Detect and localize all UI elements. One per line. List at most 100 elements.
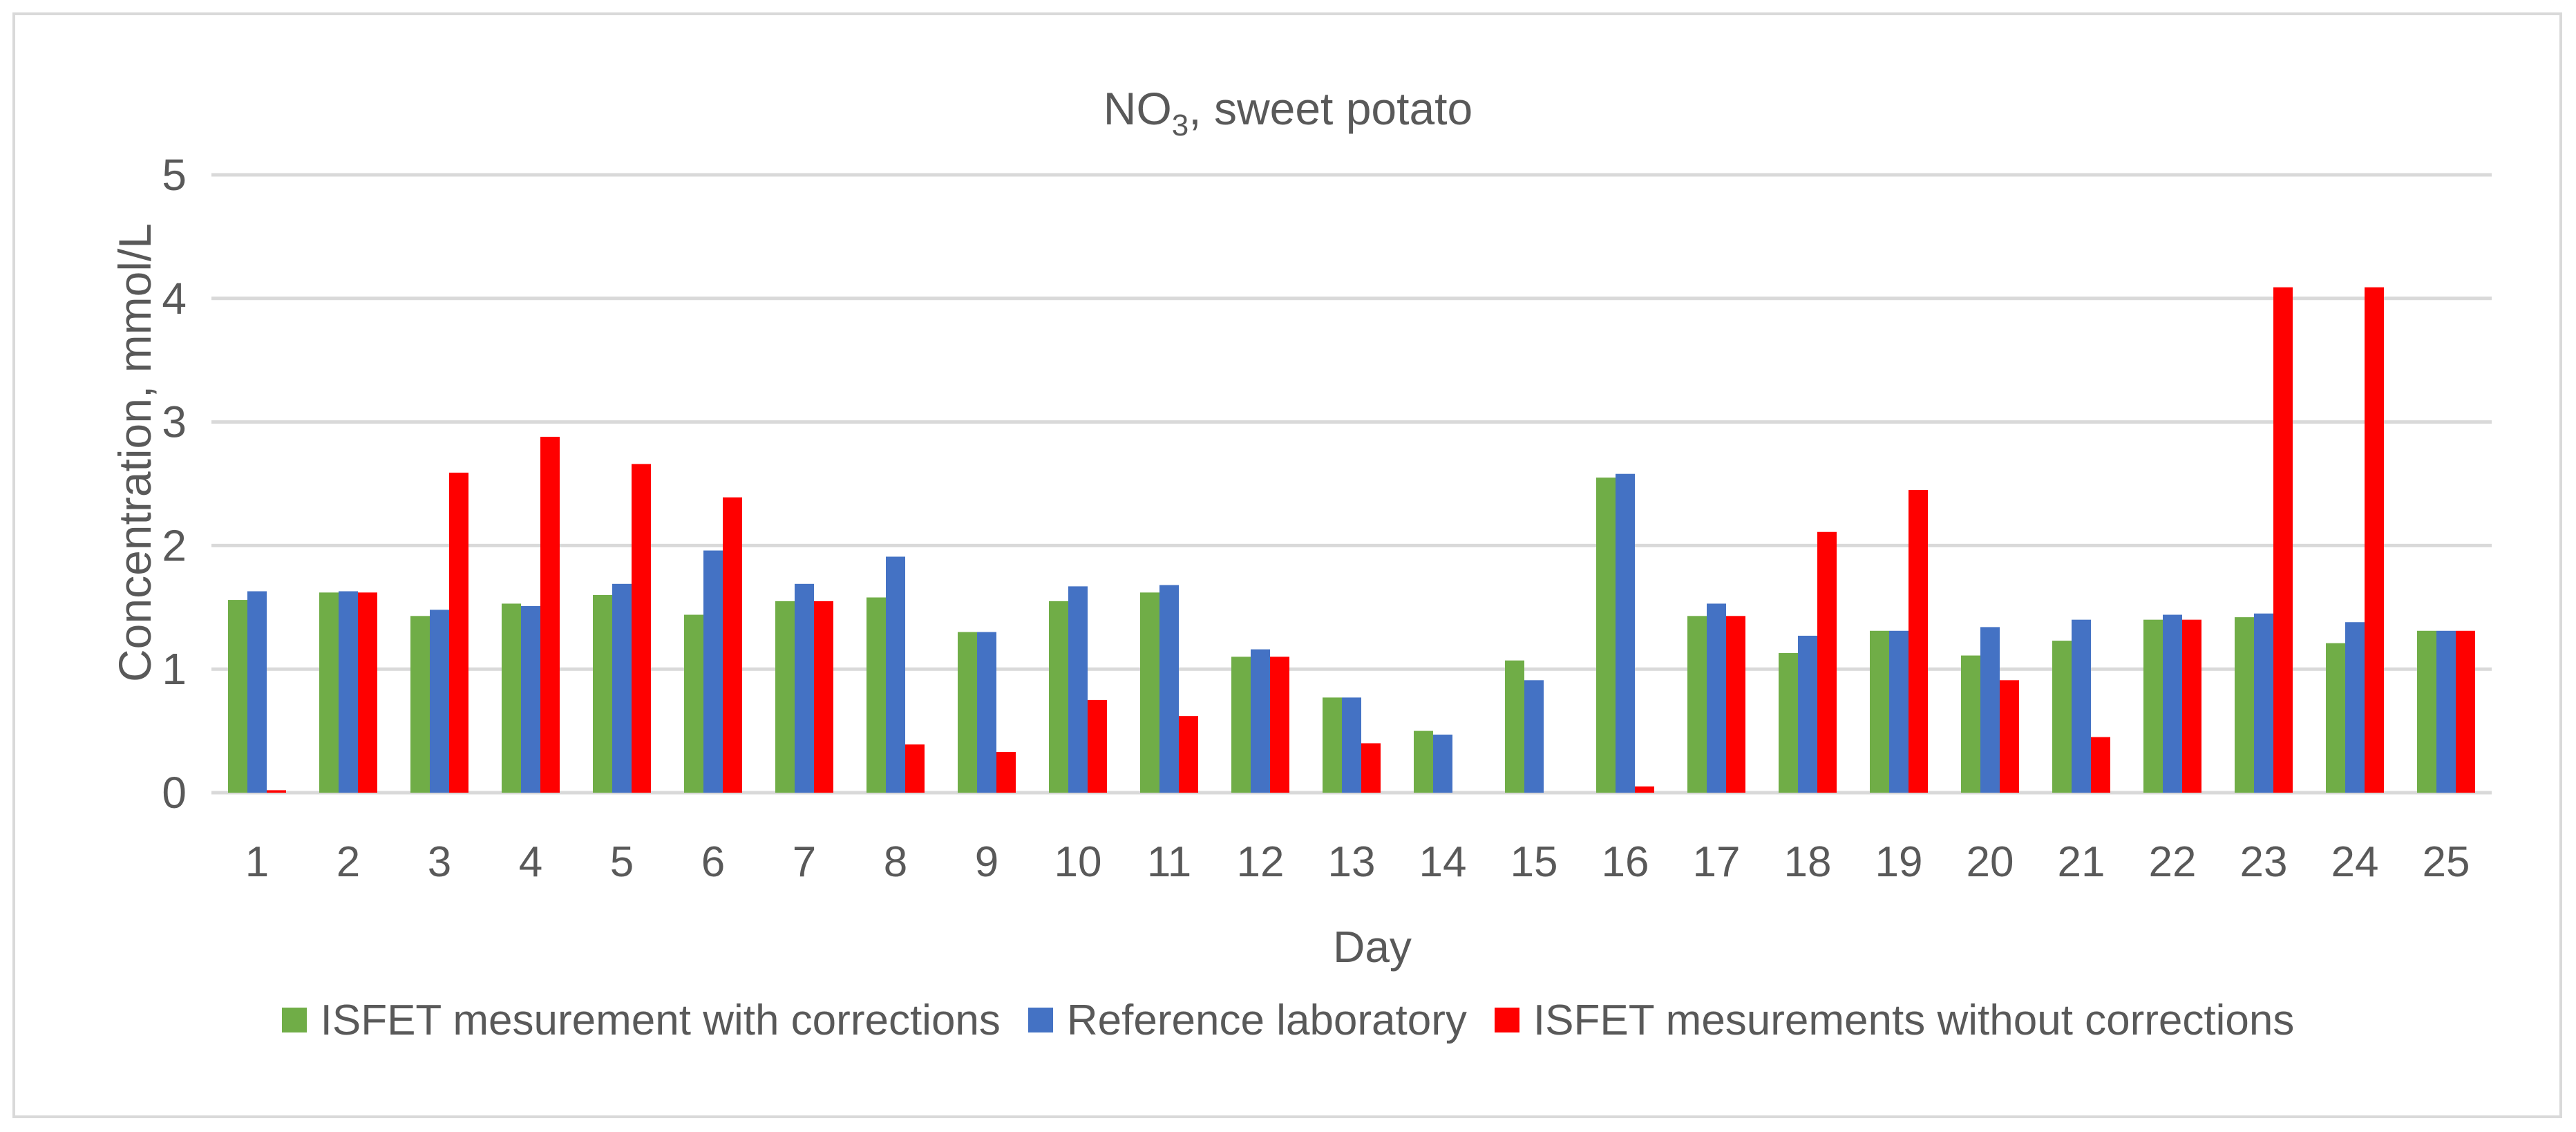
x-tick-label: 25: [2423, 838, 2470, 886]
y-tick-label: 3: [162, 397, 187, 447]
bar-day-5-series-2: [612, 583, 632, 793]
bar-day-21-series-3: [2091, 737, 2110, 793]
bar-day-10-series-2: [1068, 586, 1088, 793]
y-tick-labels: 0 1 2 3 4 5: [162, 150, 187, 818]
x-tick-label: 2: [337, 838, 360, 886]
x-tick-label: 5: [610, 838, 634, 886]
x-tick-label: 18: [1784, 838, 1832, 886]
x-tick-label: 4: [519, 838, 542, 886]
bar-day-3-series-2: [430, 610, 449, 793]
bar-day-13-series-1: [1323, 697, 1342, 793]
bar-day-9-series-2: [977, 632, 996, 793]
title-rest: , sweet potato: [1188, 83, 1472, 134]
bar-day-7-series-2: [795, 583, 814, 793]
bar-day-19-series-2: [1889, 630, 1909, 793]
legend-item: Reference laboratory: [1027, 996, 1467, 1045]
bar-day-16-series-3: [1635, 786, 1654, 793]
bars: [228, 287, 2475, 793]
bar-day-12-series-1: [1231, 657, 1251, 793]
bar-day-13-series-2: [1342, 697, 1361, 793]
bar-day-8-series-2: [886, 556, 905, 793]
bar-day-24-series-3: [2365, 287, 2384, 793]
x-tick-label: 9: [975, 838, 998, 886]
bar-day-5-series-3: [632, 464, 651, 793]
bar-day-9-series-3: [996, 751, 1016, 793]
x-tick-label: 12: [1237, 838, 1285, 886]
bar-day-14-series-1: [1414, 730, 1433, 793]
x-tick-label: 8: [884, 838, 907, 886]
x-tick-label: 7: [793, 838, 816, 886]
bar-day-2-series-3: [358, 592, 377, 793]
y-tick-label: 1: [162, 644, 187, 694]
bar-day-6-series-1: [684, 614, 703, 793]
bar-day-2-series-1: [319, 592, 339, 793]
x-tick-label: 13: [1328, 838, 1376, 886]
bar-day-23-series-3: [2273, 287, 2293, 793]
bar-day-9-series-1: [958, 632, 977, 793]
legend-label: Reference laboratory: [1066, 996, 1467, 1044]
bar-day-23-series-2: [2254, 613, 2273, 793]
legend-swatch: [1494, 1008, 1519, 1032]
bar-day-19-series-1: [1870, 630, 1889, 793]
x-tick-label: 21: [2058, 838, 2105, 886]
bar-day-10-series-3: [1088, 699, 1107, 793]
legend-item: ISFET mesurements without corrections: [1494, 996, 2295, 1045]
x-tick-labels: 1 2 3 4 5 6 7 8 9 10 11 12 13 14 15 16 17 18 19 20 21 22 23 24 2…: [245, 838, 2470, 886]
bar-day-21-series-2: [2072, 619, 2091, 793]
bar-day-6-series-2: [703, 550, 723, 793]
bar-day-20-series-1: [1961, 655, 1980, 793]
bar-day-19-series-3: [1909, 489, 1928, 793]
bar-day-1-series-1: [228, 600, 247, 793]
x-tick-label: 14: [1419, 838, 1467, 886]
bar-day-3-series-3: [449, 472, 468, 793]
bar-day-11-series-2: [1159, 585, 1179, 793]
x-tick-label: 6: [701, 838, 725, 886]
bar-day-22-series-2: [2163, 614, 2182, 793]
chart-frame: [12, 12, 2562, 1118]
x-tick-label: 3: [428, 838, 451, 886]
bar-day-2-series-2: [339, 591, 358, 793]
title-subscript: 3: [1172, 109, 1188, 142]
bar-day-17-series-3: [1726, 616, 1745, 793]
x-tick-label: 15: [1510, 838, 1558, 886]
bar-day-14-series-2: [1433, 734, 1452, 793]
x-tick-label: 16: [1602, 838, 1649, 886]
bar-day-11-series-3: [1179, 716, 1198, 793]
x-tick-label: 11: [1147, 838, 1191, 886]
x-tick-label: 24: [2331, 838, 2379, 886]
title-main: NO: [1104, 83, 1172, 134]
bar-day-3-series-1: [410, 616, 430, 793]
bar-day-23-series-1: [2235, 617, 2254, 793]
x-tick-label: 23: [2240, 838, 2288, 886]
bar-day-20-series-2: [1980, 627, 2000, 793]
bar-day-8-series-1: [866, 597, 886, 793]
chart-title: NO3, sweet potato: [1104, 83, 1472, 142]
y-axis-label: Concentration, mmol/L: [109, 223, 160, 682]
bar-day-16-series-2: [1616, 473, 1635, 793]
bar-day-4-series-1: [502, 603, 521, 793]
bar-day-10-series-1: [1049, 601, 1068, 793]
bar-day-6-series-3: [723, 497, 742, 793]
bar-day-1-series-3: [267, 790, 286, 793]
bar-day-21-series-1: [2052, 641, 2072, 793]
bar-day-11-series-1: [1140, 592, 1159, 793]
bar-day-4-series-3: [540, 437, 560, 793]
bar-day-20-series-3: [2000, 680, 2019, 793]
bar-day-18-series-3: [1817, 531, 1837, 793]
y-tick-label: 2: [162, 520, 187, 570]
bar-day-17-series-1: [1687, 616, 1707, 793]
legend: ISFET mesurement with corrections Referen…: [0, 992, 2576, 1048]
bar-day-24-series-1: [2326, 643, 2345, 793]
legend-label: ISFET mesurement with corrections: [320, 996, 1001, 1044]
bar-day-25-series-3: [2456, 630, 2475, 793]
bar-day-13-series-3: [1361, 743, 1381, 793]
bar-day-18-series-2: [1798, 635, 1817, 793]
bar-day-1-series-2: [247, 591, 267, 793]
legend-label: ISFET mesurements without corrections: [1533, 996, 2295, 1044]
x-tick-label: 17: [1693, 838, 1741, 886]
y-tick-label: 0: [162, 768, 187, 818]
legend-item: ISFET mesurement with corrections: [281, 996, 1001, 1045]
bar-day-17-series-2: [1707, 603, 1726, 793]
bar-day-4-series-2: [521, 606, 540, 793]
bar-day-22-series-1: [2143, 619, 2163, 793]
